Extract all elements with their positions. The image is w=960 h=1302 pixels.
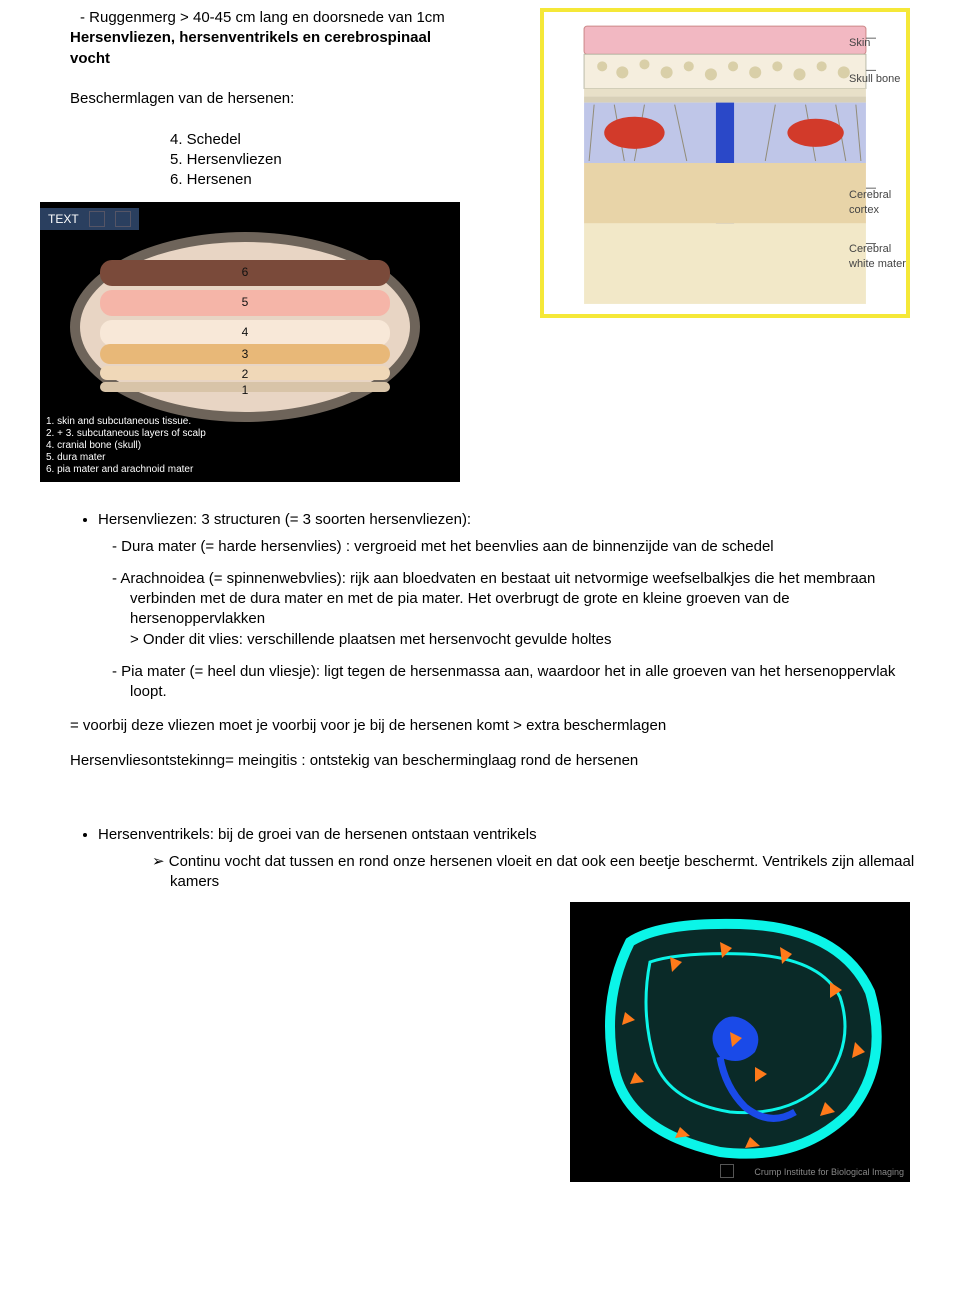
heading-1: Hersenvliezen, hersenventrikels en cereb… bbox=[40, 28, 520, 48]
numlist-4: 4. Schedel bbox=[40, 130, 520, 150]
subline: Beschermlagen van de hersenen: bbox=[40, 89, 520, 109]
arrow-continu-vocht: ➢ Continu vocht dat tussen en rond onze … bbox=[40, 852, 920, 893]
layer-num-6: 6 bbox=[242, 264, 249, 280]
bullet-ventrikels: Hersenventrikels: bij de groei van de he… bbox=[98, 825, 920, 845]
mf-label-cortex: Cerebral cortex bbox=[849, 188, 906, 218]
legend-4: 5. dura mater bbox=[46, 452, 206, 464]
figure-toolbar: TEXT bbox=[40, 208, 139, 230]
mf-label-white: Cerebral white mater bbox=[849, 242, 906, 272]
legend-2: 2. + 3. subcutaneous layers of scalp bbox=[46, 428, 206, 440]
dash-arach-sub: > Onder dit vlies: verschillende plaatse… bbox=[130, 631, 612, 648]
ruggenmerg-line: - Ruggenmerg > 40-45 cm lang en doorsned… bbox=[40, 8, 520, 28]
legend-1: 1. skin and subcutaneous tissue. bbox=[46, 416, 206, 428]
dash-arachnoidea: - Arachnoidea (= spinnenwebvlies): rijk … bbox=[40, 569, 920, 650]
mf-label-skull: Skull bone bbox=[849, 72, 900, 87]
layer-num-1: 1 bbox=[242, 382, 249, 398]
figure-legend: 1. skin and subcutaneous tissue. 2. + 3.… bbox=[46, 416, 206, 476]
toolbar-btn-2 bbox=[115, 211, 131, 227]
layer-num-2: 2 bbox=[242, 366, 249, 382]
para-meningitis: Hersenvliesontstekinng= meingitis : onts… bbox=[40, 751, 920, 771]
brain-oval: 6 5 4 3 2 1 bbox=[80, 242, 410, 412]
mri-figure: Crump Institute for Biological Imaging bbox=[570, 902, 910, 1182]
dash-arach-text: - Arachnoidea (= spinnenwebvlies): rijk … bbox=[112, 570, 875, 628]
mri-credit: Crump Institute for Biological Imaging bbox=[754, 1166, 904, 1178]
numlist-6: 6. Hersenen bbox=[40, 170, 520, 190]
para-extra-bescherm: = voorbij deze vliezen moet je voorbij v… bbox=[40, 716, 920, 736]
mri-svg bbox=[570, 902, 910, 1182]
legend-5: 6. pia mater and arachnoid mater bbox=[46, 464, 206, 476]
legend-3: 4. cranial bone (skull) bbox=[46, 440, 206, 452]
dash-pia: - Pia mater (= heel dun vliesje): ligt t… bbox=[40, 662, 920, 703]
mf-label-skin: Skin bbox=[849, 36, 870, 51]
layer-num-4: 4 bbox=[242, 324, 249, 340]
layer-num-3: 3 bbox=[242, 346, 249, 362]
layer-num-5: 5 bbox=[242, 294, 249, 310]
brain-layers-figure: TEXT 6 5 4 3 2 1 1. skin and subcutaneou… bbox=[40, 202, 460, 482]
meninges-figure: Skin Skull bone Cerebral cortex Cerebral… bbox=[540, 8, 910, 318]
dash-dura: - Dura mater (= harde hersenvlies) : ver… bbox=[40, 537, 920, 557]
mri-corner-box bbox=[720, 1164, 734, 1178]
bullet-hersenvliezen: Hersenvliezen: 3 structuren (= 3 soorten… bbox=[98, 510, 920, 530]
toolbar-label: TEXT bbox=[48, 211, 79, 227]
heading-2: vocht bbox=[40, 49, 520, 69]
numlist-5: 5. Hersenvliezen bbox=[40, 150, 520, 170]
toolbar-btn-1 bbox=[89, 211, 105, 227]
